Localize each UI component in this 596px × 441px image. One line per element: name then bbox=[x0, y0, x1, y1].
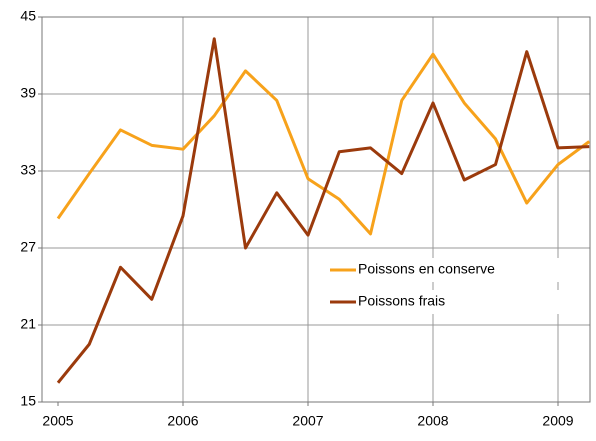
y-tick-label: 15 bbox=[20, 393, 36, 409]
x-tick-label: 2005 bbox=[42, 413, 73, 429]
x-tick-label: 2006 bbox=[167, 413, 198, 429]
legend-label: Poissons en conserve bbox=[358, 261, 495, 277]
y-tick-label: 21 bbox=[20, 316, 36, 332]
x-tick-label: 2008 bbox=[417, 413, 448, 429]
legend-bg bbox=[324, 258, 568, 282]
line-series bbox=[56, 37, 590, 384]
y-tick-label: 33 bbox=[20, 162, 36, 178]
x-tick-label: 2007 bbox=[292, 413, 323, 429]
line-series bbox=[56, 52, 591, 236]
legend-bg bbox=[324, 290, 568, 314]
y-tick-label: 45 bbox=[20, 8, 36, 24]
y-tick-label: 39 bbox=[20, 85, 36, 101]
y-tick-label: 27 bbox=[20, 239, 36, 255]
legend-label: Poissons frais bbox=[358, 293, 445, 309]
x-tick-label: 2009 bbox=[542, 413, 573, 429]
plot-border bbox=[41, 16, 591, 403]
